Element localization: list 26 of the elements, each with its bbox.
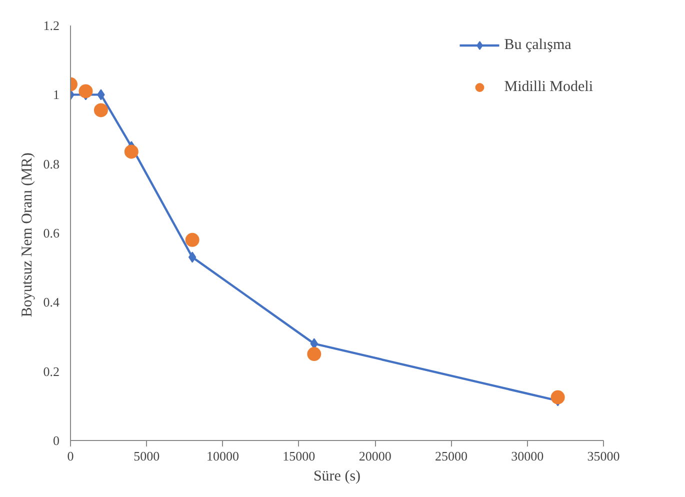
x-axis-title: Süre (s) — [313, 468, 361, 484]
x-tick-label: 0 — [67, 448, 74, 464]
point — [78, 84, 93, 98]
x-tick-label: 30000 — [511, 448, 544, 464]
y-tick-label: 0.4 — [43, 294, 60, 310]
y-tick-label: 0 — [53, 433, 60, 448]
y-tick-label: 0.6 — [43, 226, 60, 240]
y-axis-title: Boyutsuz Nem Oranı (MR) — [19, 152, 36, 318]
point — [188, 252, 196, 263]
y-tick-label: 1 — [53, 87, 60, 102]
x-tick-label: 5000 — [134, 448, 160, 464]
point — [124, 144, 138, 159]
y-tick-label: 0.2 — [43, 364, 60, 379]
x-tick-label: 35000 — [587, 448, 620, 464]
point — [185, 232, 200, 247]
legend-label: Midilli Modeli — [504, 78, 593, 96]
point — [94, 103, 108, 118]
x-tick-label: 20000 — [358, 448, 392, 464]
y-tick-label: 0.8 — [43, 156, 60, 172]
legend-label: Bu çalışma — [504, 36, 572, 54]
y-tick-label: 1.2 — [43, 18, 60, 33]
x-tick-label: 10000 — [206, 448, 240, 464]
x-tick-label: 25000 — [434, 448, 468, 464]
x-tick-label: 15000 — [282, 448, 316, 464]
point — [550, 390, 565, 404]
point — [307, 347, 322, 362]
